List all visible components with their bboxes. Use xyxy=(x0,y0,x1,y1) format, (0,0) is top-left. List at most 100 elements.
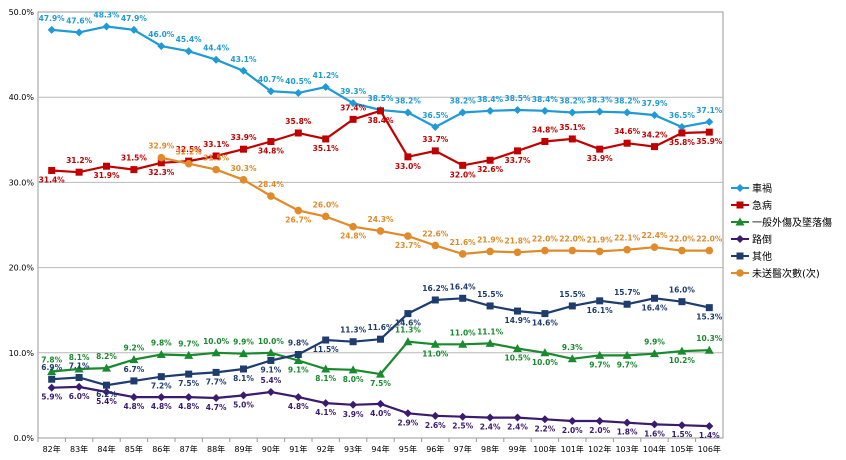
data-point xyxy=(157,42,166,51)
legend-entry: 其他 xyxy=(731,250,772,263)
data-point xyxy=(514,307,521,315)
data-point xyxy=(322,135,330,143)
data-label: 9.7% xyxy=(589,360,610,369)
data-point xyxy=(103,162,110,170)
y-axis: 0.0% 10.0% 20.0% 30.0% 40.0% 50.0% xyxy=(9,8,35,443)
data-point xyxy=(486,302,494,310)
x-axis: 82年 83年 84年 85年 86年 87年 88年 89年 90年 91年 92年 93年 94年 9… xyxy=(37,438,721,454)
series-4: 5.9% 6.0% 5.4% 4.8% 4.8% 4.8% 4.7% 5.0% 5.4% 4.8%… xyxy=(41,376,720,440)
data-point xyxy=(267,356,275,364)
data-label: 36.5% xyxy=(669,111,696,120)
data-label: 35.8% xyxy=(669,138,696,147)
data-label: 30.3% xyxy=(230,164,257,173)
data-label: 38.2% xyxy=(614,97,641,106)
data-label: 2.4% xyxy=(480,423,501,432)
data-label: 34.2% xyxy=(641,131,668,140)
data-point xyxy=(239,66,248,75)
data-point xyxy=(540,415,549,424)
data-point xyxy=(130,377,138,385)
data-label: 22.0% xyxy=(532,235,559,244)
data-label: 38.3% xyxy=(587,96,614,105)
data-point xyxy=(184,350,194,359)
data-label: 32.2% xyxy=(176,148,203,157)
data-label: 14.9% xyxy=(504,316,531,325)
data-label: 33.0% xyxy=(395,162,422,171)
data-label: 2.9% xyxy=(397,418,418,427)
legend-marker xyxy=(736,184,744,192)
data-point xyxy=(595,107,604,116)
data-label: 22.6% xyxy=(422,229,449,238)
data-label: 10.2% xyxy=(669,356,696,365)
data-label: 16.4% xyxy=(450,282,477,291)
data-point xyxy=(75,374,83,382)
data-point xyxy=(623,300,631,308)
data-point xyxy=(321,82,330,91)
data-label: 47.9% xyxy=(121,14,148,23)
data-point xyxy=(568,135,576,143)
data-label: 21.6% xyxy=(450,238,477,247)
data-label: 11.0% xyxy=(422,349,449,358)
data-label: 24.8% xyxy=(340,232,367,241)
data-point xyxy=(459,294,467,302)
data-label: 47.9% xyxy=(39,14,66,23)
legend-label: 急病 xyxy=(752,199,772,212)
data-label: 21.8% xyxy=(504,236,531,245)
data-label: 7.5% xyxy=(178,379,199,388)
data-label: 2.4% xyxy=(507,423,528,432)
data-point xyxy=(622,350,632,359)
data-label: 9.9% xyxy=(233,338,254,347)
data-label: 26.7% xyxy=(285,216,312,225)
data-label: 11.0% xyxy=(450,328,477,337)
data-label: 26.0% xyxy=(313,200,340,209)
y-tick-label: 40.0% xyxy=(9,93,35,102)
data-label: 1.8% xyxy=(617,428,638,437)
data-point xyxy=(157,393,166,402)
data-point xyxy=(596,145,604,153)
x-tick-label: 85年 xyxy=(125,444,143,454)
data-point xyxy=(458,108,467,117)
data-label: 9.9% xyxy=(644,338,665,347)
data-point xyxy=(650,420,659,429)
x-tick-label: 82年 xyxy=(43,444,61,454)
data-label: 38.2% xyxy=(559,97,586,106)
data-point xyxy=(267,138,275,146)
data-point xyxy=(404,153,412,161)
data-label: 9.7% xyxy=(617,360,638,369)
data-point xyxy=(623,139,631,147)
data-label: 9.3% xyxy=(562,343,583,352)
data-point xyxy=(47,25,56,34)
legend-entry: 急病 xyxy=(731,199,772,212)
x-tick-label: 102年 xyxy=(588,444,611,454)
data-label: 7.8% xyxy=(41,356,62,365)
data-label: 7.2% xyxy=(151,382,172,391)
data-point xyxy=(376,399,385,408)
legend-entry: 路倒 xyxy=(731,233,772,246)
data-point xyxy=(102,22,111,31)
x-tick-label: 101年 xyxy=(561,444,584,454)
data-label: 22.0% xyxy=(559,235,586,244)
series-6: 32.9%32.2%31.5%30.3%28.4% 26.7%26.0% 24.8%… xyxy=(148,142,723,258)
data-label: 34.6% xyxy=(614,127,641,136)
data-point xyxy=(212,165,220,174)
data-point xyxy=(240,365,247,373)
data-label: 4.1% xyxy=(315,408,336,417)
data-point xyxy=(156,350,166,359)
data-label: 38.2% xyxy=(395,97,422,106)
data-label: 31.5% xyxy=(121,154,148,163)
data-label: 22.0% xyxy=(669,235,696,244)
data-label: 31.2% xyxy=(66,156,93,165)
x-tick-label: 95年 xyxy=(399,444,417,454)
data-label: 31.9% xyxy=(93,171,120,180)
data-label: 37.4% xyxy=(340,103,367,112)
x-tick-label: 92年 xyxy=(317,444,335,454)
data-point xyxy=(404,232,412,240)
data-label: 40.7% xyxy=(258,75,285,84)
data-point xyxy=(595,247,604,256)
x-tick-label: 98年 xyxy=(481,444,499,454)
data-point xyxy=(403,409,412,418)
data-point xyxy=(650,111,659,120)
data-label: 31.5% xyxy=(203,154,230,163)
x-tick-label: 87年 xyxy=(180,444,198,454)
data-point xyxy=(705,117,714,126)
